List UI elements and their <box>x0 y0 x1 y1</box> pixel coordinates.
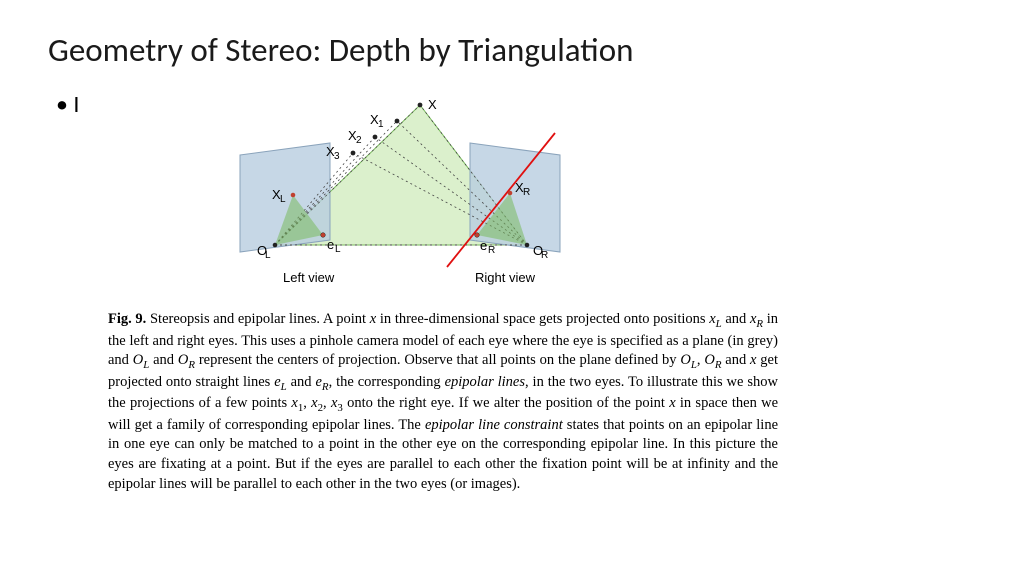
diagram-label-sub: 3 <box>334 151 340 162</box>
diagram-label-sub: R <box>488 245 495 256</box>
bullet-fragment: • I <box>56 90 79 119</box>
epipolar-diagram: XX1X2X3XLOLeLXROReRLeft viewRight view <box>175 95 605 285</box>
diagram-label-sub: 2 <box>356 135 362 146</box>
diagram-label-sub: L <box>335 244 341 255</box>
diagram-label: X <box>428 97 437 112</box>
diagram-label-sub: 1 <box>378 119 384 130</box>
diagram-label: e <box>480 238 487 253</box>
diagram-label-sub: R <box>523 187 530 198</box>
diagram-label-sub: R <box>541 250 548 261</box>
diagram-label: Left view <box>283 270 334 285</box>
diagram-label: Right view <box>475 270 535 285</box>
figure-number: Fig. 9. <box>108 311 146 327</box>
caption-text: Stereopsis and epipolar lines. A point x… <box>108 311 778 492</box>
figure-caption: Fig. 9. Stereopsis and epipolar lines. A… <box>108 310 778 494</box>
diagram-label-sub: L <box>280 194 286 205</box>
slide-title: Geometry of Stereo: Depth by Triangulati… <box>48 30 633 70</box>
diagram-label: e <box>327 237 334 252</box>
diagram-label-sub: L <box>265 250 271 261</box>
